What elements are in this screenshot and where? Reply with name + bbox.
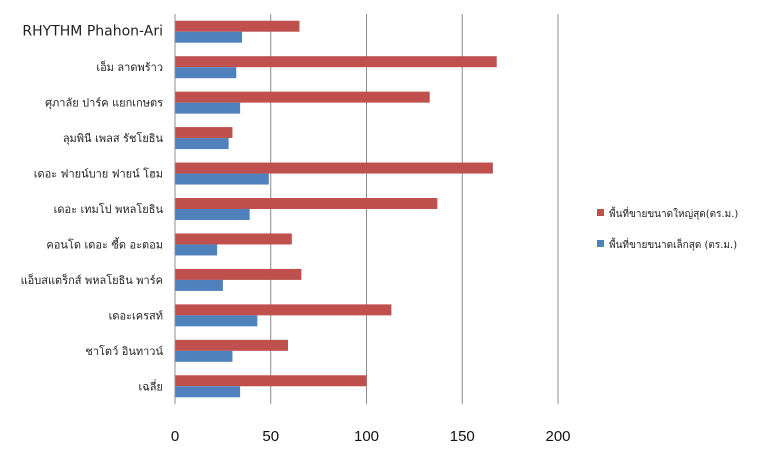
bar-smallest <box>175 244 218 256</box>
bar-largest <box>175 375 367 387</box>
legend-label-smallest: พื้นที่ขายขนาดเล็กสุด (ตร.ม.) <box>609 237 737 251</box>
legend-swatch-smallest <box>597 240 604 247</box>
category-label: แอ็บสแตร็กส์ พหลโยธิน พาร์ค <box>21 273 163 287</box>
category-labels: RHYTHM Phahon-Ari เอ็ม ลาดพร้าวศุภาลัย ปา… <box>21 24 164 394</box>
bar-smallest <box>175 209 250 220</box>
x-tick-label: 150 <box>450 428 475 445</box>
bar-smallest <box>175 67 237 79</box>
bar-smallest <box>175 138 229 150</box>
category-label: เดอะ เทมโป พหลโยธิน <box>54 202 164 216</box>
category-label: ลุมพินี เพลส รัชโยธิน <box>63 131 164 145</box>
category-label: เฉลี่ย <box>139 378 163 393</box>
legend: พื้นที่ขายขนาดใหญ่สุด(ตร.ม.) พื้นที่ขายข… <box>597 206 738 251</box>
category-label: ศุภาลัย ปาร์ค แยกเกษตร <box>45 97 163 110</box>
bar-largest <box>175 162 493 174</box>
bar-largest <box>175 20 300 32</box>
bar-largest <box>175 198 438 209</box>
bars <box>175 20 497 398</box>
bar-smallest <box>175 173 269 185</box>
legend-swatch-largest <box>597 209 604 216</box>
category-label: เอ็ม ลาดพร้าว <box>96 60 163 74</box>
x-tick-label: 50 <box>262 428 279 445</box>
category-label: RHYTHM Phahon-Ari <box>22 24 163 40</box>
bar-largest <box>175 304 392 316</box>
bar-smallest <box>175 350 233 362</box>
x-tick-label: 0 <box>171 428 179 445</box>
bar-smallest <box>175 102 241 114</box>
legend-label-largest: พื้นที่ขายขนาดใหญ่สุด(ตร.ม.) <box>609 206 738 220</box>
category-label: เดอะเครสท์ <box>109 309 163 322</box>
bar-largest <box>175 233 292 245</box>
category-label: ชาโตว์ อินทาวน์ <box>85 344 163 358</box>
bar-largest <box>175 91 430 103</box>
bar-smallest <box>175 31 243 43</box>
bar-largest <box>175 127 233 139</box>
x-tick-label: 200 <box>545 428 570 445</box>
bar-smallest <box>175 386 241 398</box>
category-label: คอนโด เดอะ ซี้ด อะตอม <box>46 236 163 251</box>
bar-largest <box>175 339 288 351</box>
x-tick-label: 100 <box>354 428 379 445</box>
bar-largest <box>175 268 302 280</box>
bar-smallest <box>175 279 223 291</box>
bar-smallest <box>175 315 258 327</box>
bar-largest <box>175 56 497 68</box>
category-label: เดอะ ฟายน์บาย ฟายน์ โฮม <box>34 167 163 181</box>
x-tick-labels: 0 50 100 150 200 <box>171 428 571 445</box>
